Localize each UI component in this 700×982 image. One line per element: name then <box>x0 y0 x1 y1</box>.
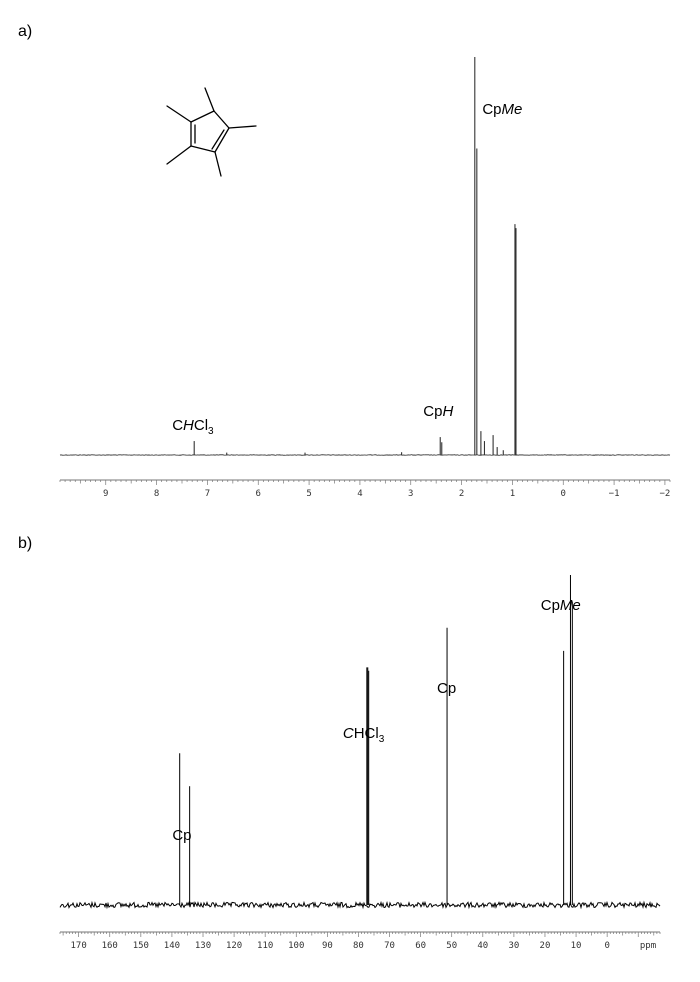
panel-a-label: a) <box>18 23 32 40</box>
tick-label-b: 140 <box>164 941 180 951</box>
tick-label-b: 150 <box>133 941 149 951</box>
panel-a-x-axis: 9 8 7 6 5 4 3 2 1 0 −1 −2 <box>59 479 671 499</box>
tick-label-b: 0 <box>604 941 609 951</box>
panel-a-baseline <box>59 454 671 456</box>
tick-label-a: 1 <box>510 489 515 499</box>
tick-label-a: −1 <box>609 489 620 499</box>
tick-label-a: 0 <box>561 489 566 499</box>
tick-label-b: 90 <box>322 941 333 951</box>
tick-label-b: 110 <box>257 941 273 951</box>
panel-b-baseline <box>59 900 661 910</box>
molecule-structure-icon <box>166 87 257 177</box>
tick-label-b: 100 <box>288 941 304 951</box>
axis-unit-label: ppm <box>640 941 656 951</box>
tick-label-a: 9 <box>103 489 108 499</box>
peak-annotation-b-3: CpMe <box>541 597 581 614</box>
peak-annotation-a-0: CHCl3 <box>172 417 214 437</box>
tick-label-b: 60 <box>415 941 426 951</box>
tick-label-a: 4 <box>357 489 362 499</box>
tick-label-a: 3 <box>408 489 413 499</box>
panel-b-x-axis: 170 160 150 140 130 120 110 100 90 80 70 60 50 40 30 20… <box>59 931 661 951</box>
peak-annotation-a-2: CpMe <box>482 101 522 118</box>
tick-label-a: 6 <box>256 489 261 499</box>
tick-label-b: 130 <box>195 941 211 951</box>
tick-label-b: 30 <box>508 941 519 951</box>
tick-label-b: 70 <box>384 941 395 951</box>
tick-label-b: 20 <box>540 941 551 951</box>
tick-label-b: 170 <box>71 941 87 951</box>
panel-a-proton-spectrum: a) CHCl3 CpH CpMe 9 8 7 6 5 4 3 2 1 0 −1 −2 <box>18 23 671 499</box>
tick-label-b: 80 <box>353 941 364 951</box>
tick-label-b: 160 <box>102 941 118 951</box>
peak-annotation-a-1: CpH <box>423 403 453 420</box>
tick-label-b: 50 <box>446 941 457 951</box>
panel-b-label: b) <box>18 535 32 552</box>
tick-label-a: 5 <box>306 489 311 499</box>
tick-label-b: 40 <box>477 941 488 951</box>
tick-label-b: 120 <box>226 941 242 951</box>
tick-label-a: 8 <box>154 489 159 499</box>
tick-label-a: −2 <box>659 489 670 499</box>
peak-annotation-b-0: Cp <box>172 827 191 844</box>
peak-annotation-b-1: CHCl3 <box>343 725 385 745</box>
tick-label-a: 7 <box>205 489 210 499</box>
tick-label-b: 10 <box>571 941 582 951</box>
tick-label-a: 2 <box>459 489 464 499</box>
